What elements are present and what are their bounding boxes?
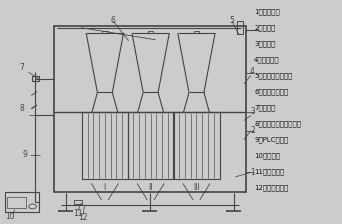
Bar <box>173 112 220 179</box>
Bar <box>102 31 108 33</box>
Text: 5: 5 <box>229 15 235 25</box>
Text: 7: 7 <box>19 63 24 72</box>
Text: 3: 3 <box>250 107 255 116</box>
Text: 2、过滤筒: 2、过滤筒 <box>254 24 276 31</box>
Text: 1: 1 <box>250 168 255 177</box>
Bar <box>8 197 26 208</box>
Text: 7、电磁阀: 7、电磁阀 <box>254 104 276 111</box>
Bar <box>82 112 128 179</box>
Bar <box>148 31 153 33</box>
Bar <box>54 26 246 192</box>
Text: 3、文氏管: 3、文氏管 <box>254 40 276 47</box>
Text: 4: 4 <box>250 67 255 76</box>
Bar <box>194 31 199 33</box>
Text: 10: 10 <box>5 212 15 221</box>
Text: 11、压差报警: 11、压差报警 <box>254 168 284 175</box>
Text: 12、压差控制件: 12、压差控制件 <box>254 184 289 191</box>
Text: 10、电控筱: 10、电控筱 <box>254 152 280 159</box>
Bar <box>74 200 82 204</box>
Text: 2: 2 <box>250 126 255 135</box>
Text: III: III <box>193 183 200 192</box>
Text: 5、滤清空气出口管: 5、滤清空气出口管 <box>254 72 292 79</box>
Text: 1、吸入机箱: 1、吸入机箱 <box>254 8 280 15</box>
Bar <box>237 21 243 34</box>
Text: 9、PLC微电脑: 9、PLC微电脑 <box>254 136 288 143</box>
Text: 8、自洁用压缩空气气源: 8、自洁用压缩空气气源 <box>254 120 301 127</box>
Text: 8: 8 <box>19 104 24 113</box>
Bar <box>128 112 174 179</box>
Bar <box>31 76 39 81</box>
Bar <box>5 192 39 212</box>
Text: I: I <box>104 183 106 192</box>
Text: 6、自洁气源喷头: 6、自洁气源喷头 <box>254 88 288 95</box>
Text: II: II <box>148 183 153 192</box>
Text: 11: 11 <box>73 209 82 218</box>
Text: 12: 12 <box>78 213 88 222</box>
Text: 6: 6 <box>111 15 116 25</box>
Text: 4、负压探头: 4、负压探头 <box>254 56 280 62</box>
Text: 9: 9 <box>23 150 28 159</box>
